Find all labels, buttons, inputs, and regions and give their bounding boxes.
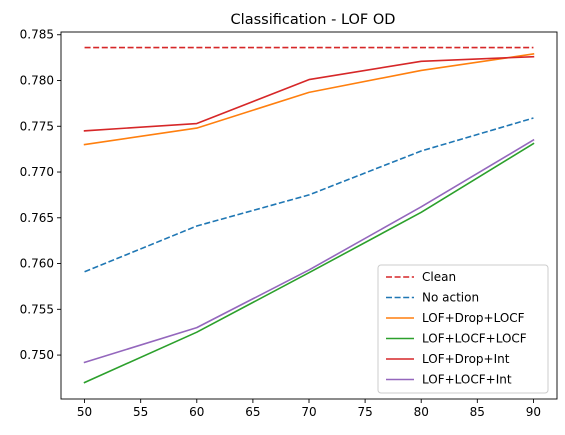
x-tick-label: 65 (245, 405, 260, 419)
x-tick-label: 70 (301, 405, 316, 419)
y-tick-label: 0.775 (20, 119, 54, 133)
legend-label: LOF+Drop+Int (422, 352, 510, 366)
y-tick-label: 0.785 (20, 28, 54, 42)
axes: 50 55 60 65 70 75 80 85 90 0.750 0.755 0.760 0.765 0.… (20, 28, 558, 419)
x-tick-label: 80 (414, 405, 429, 419)
x-tick-label: 55 (133, 405, 148, 419)
legend-box (377, 264, 549, 394)
series-line-lof-drop-locf (83, 53, 535, 146)
legend: Clean No action LOF+Drop+LOCF LOF+LOCF+LOCF… (377, 264, 549, 394)
legend-label: No action (422, 291, 479, 305)
legend-label: LOF+LOCF+LOCF (422, 332, 527, 346)
series-line-lof-locf-locf (83, 142, 535, 384)
legend-label: LOF+LOCF+Int (422, 373, 512, 387)
x-tick-label: 90 (526, 405, 541, 419)
legend-label: Clean (422, 270, 456, 284)
y-tick-label: 0.755 (20, 302, 54, 316)
legend-label: LOF+Drop+LOCF (422, 311, 525, 325)
y-tick-label: 0.765 (20, 211, 54, 225)
series-line-lof-locf-int (83, 138, 535, 364)
chart-title: Classification - LOF OD (231, 12, 396, 28)
plot-area (83, 46, 535, 384)
x-tick-label: 75 (357, 405, 372, 419)
y-tick-label: 0.750 (20, 348, 54, 362)
x-tick-label: 85 (470, 405, 485, 419)
y-tick-label: 0.770 (20, 165, 54, 179)
y-tick-label: 0.780 (20, 74, 54, 88)
y-tick-label: 0.760 (20, 257, 54, 271)
series-line-no-action (84, 117, 534, 273)
x-tick-label: 60 (189, 405, 204, 419)
x-tick-label: 50 (77, 405, 92, 419)
series-line-lof-drop-int (83, 55, 535, 132)
